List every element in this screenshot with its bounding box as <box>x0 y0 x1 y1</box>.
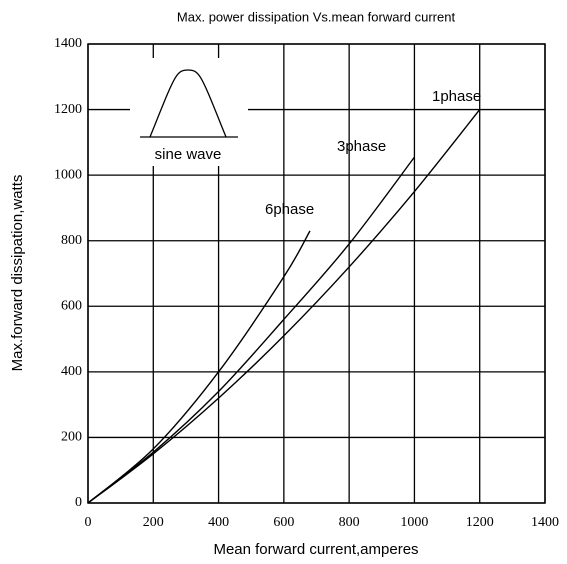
y-tick-label: 1200 <box>54 102 82 117</box>
curve <box>87 156 415 504</box>
x-tick-label: 1200 <box>466 515 494 530</box>
x-axis-label: Mean forward current,amperes <box>213 541 418 558</box>
series-label: 6phase <box>265 201 314 218</box>
y-axis-label: Max.forward dissipation,watts <box>9 175 26 372</box>
x-tick-label: 1000 <box>400 515 428 530</box>
curve <box>87 230 311 504</box>
x-tick-label: 1400 <box>531 515 559 530</box>
plot-frame <box>87 43 546 504</box>
inset-label: sine wave <box>155 146 222 163</box>
y-tick-label: 1400 <box>54 36 82 51</box>
x-tick-label: 400 <box>208 515 229 530</box>
x-tick-label: 600 <box>273 515 294 530</box>
x-tick-label: 0 <box>85 515 92 530</box>
y-tick-label: 800 <box>61 233 82 248</box>
x-tick-label: 800 <box>339 515 360 530</box>
series-label: 3phase <box>337 138 386 155</box>
series-label: 1phase <box>432 88 481 105</box>
sine-icon <box>149 69 227 138</box>
y-tick-label: 1000 <box>54 167 82 182</box>
inset-background <box>130 58 248 166</box>
x-tick-label: 200 <box>143 515 164 530</box>
y-tick-label: 0 <box>75 495 82 510</box>
y-tick-label: 600 <box>61 299 82 314</box>
chart-title: Max. power dissipation Vs.mean forward c… <box>177 9 456 24</box>
curve <box>87 109 481 504</box>
y-tick-label: 400 <box>61 364 82 379</box>
y-tick-label: 200 <box>61 430 82 445</box>
